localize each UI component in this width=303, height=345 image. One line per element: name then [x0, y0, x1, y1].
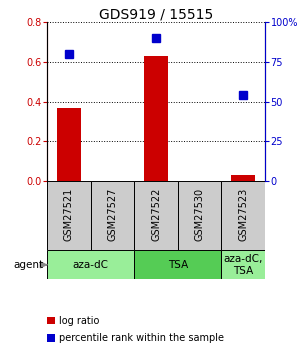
Bar [178, 181, 221, 250]
Bar [47, 181, 91, 250]
Text: percentile rank within the sample: percentile rank within the sample [59, 333, 224, 343]
Text: TSA: TSA [168, 260, 188, 270]
Text: aza-dC,
TSA: aza-dC, TSA [224, 254, 263, 276]
Text: log ratio: log ratio [59, 316, 99, 325]
Bar [231, 175, 255, 181]
Bar [221, 181, 265, 250]
Text: agent: agent [14, 260, 44, 270]
Bar [144, 56, 168, 181]
Bar [134, 181, 178, 250]
Bar [134, 250, 221, 279]
Text: GSM27530: GSM27530 [195, 188, 205, 241]
Bar [47, 250, 134, 279]
Text: GSM27523: GSM27523 [238, 188, 248, 241]
Bar [221, 250, 265, 279]
Title: GDS919 / 15515: GDS919 / 15515 [99, 7, 213, 21]
Text: GSM27521: GSM27521 [64, 188, 74, 241]
Bar [91, 181, 134, 250]
Text: aza-dC: aza-dC [73, 260, 108, 270]
Bar [57, 108, 81, 181]
Text: GSM27522: GSM27522 [151, 188, 161, 241]
Text: GSM27527: GSM27527 [107, 188, 118, 241]
